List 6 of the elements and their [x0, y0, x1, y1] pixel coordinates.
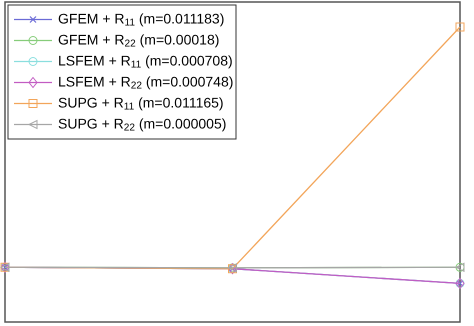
legend-label: SUPG + R$_{11}$ (m=0.011165): [58, 94, 224, 112]
legend-label: LSFEM + R$_{11}$ (m=0.000708): [58, 52, 233, 70]
legend-label: LSFEM + R$_{22}$ (m=0.000748): [58, 73, 234, 92]
legend-label: GFEM + R$_{11}$ (m=0.011183): [58, 10, 224, 28]
legend-label: SUPG + R$_{22}$ (m=0.000005): [58, 115, 226, 134]
legend-label: GFEM + R$_{22}$ (m=0.00018): [58, 31, 220, 50]
